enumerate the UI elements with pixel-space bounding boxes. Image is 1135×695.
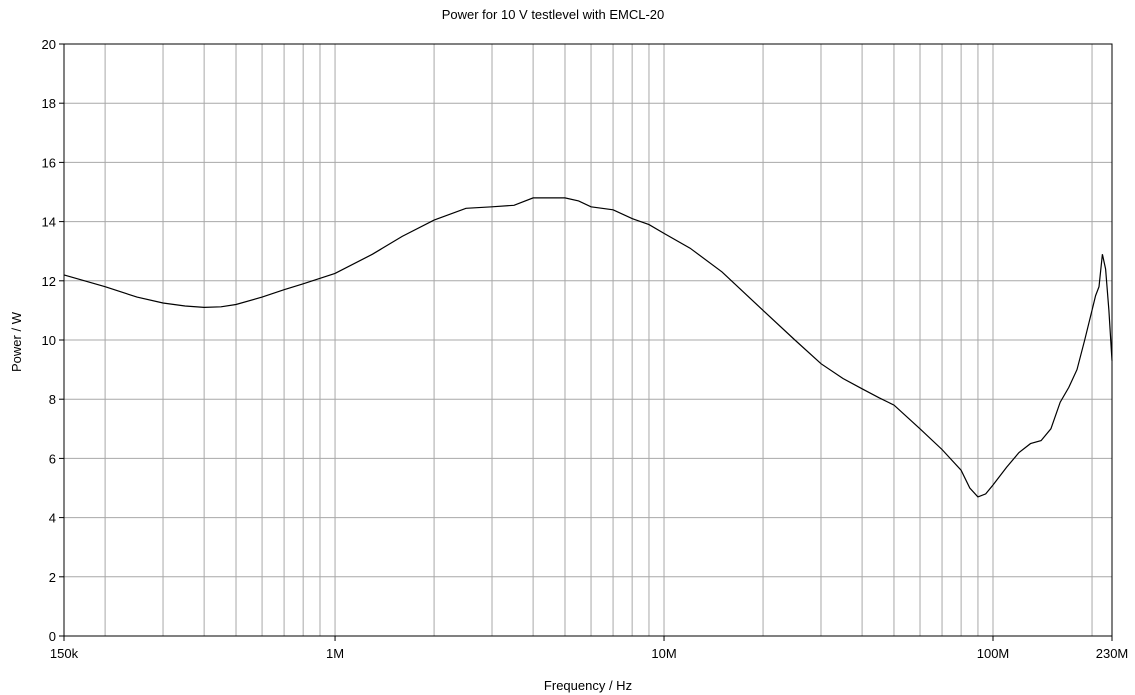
grid-lines — [64, 44, 1112, 636]
x-tick-label: 150k — [50, 646, 79, 661]
y-tick-label: 4 — [49, 511, 56, 526]
y-tick-label: 18 — [42, 96, 56, 111]
y-tick-label: 10 — [42, 333, 56, 348]
y-tick-label: 12 — [42, 274, 56, 289]
series-line — [63, 197, 1113, 498]
x-tick-label: 230M — [1096, 646, 1129, 661]
y-tick-label: 2 — [49, 570, 56, 585]
chart-title: Power for 10 V testlevel with EMCL-20 — [442, 7, 665, 22]
y-tick-label: 8 — [49, 392, 56, 407]
x-tick-label: 1M — [326, 646, 344, 661]
y-axis-label: Power / W — [9, 311, 24, 372]
x-axis-label: Frequency / Hz — [544, 678, 632, 693]
y-tick-label: 6 — [49, 451, 56, 466]
y-axis-ticks: 0 2 4 6 8 10 12 14 16 18 20 — [42, 37, 64, 644]
x-axis-ticks: 150k 1M 10M 100M 230M — [50, 636, 1128, 661]
y-tick-label: 20 — [42, 37, 56, 52]
x-tick-label: 100M — [977, 646, 1010, 661]
y-tick-label: 14 — [42, 215, 56, 230]
x-tick-label: 10M — [651, 646, 676, 661]
plot-area — [63, 43, 1113, 637]
y-tick-label: 0 — [49, 629, 56, 644]
y-tick-label: 16 — [42, 155, 56, 170]
